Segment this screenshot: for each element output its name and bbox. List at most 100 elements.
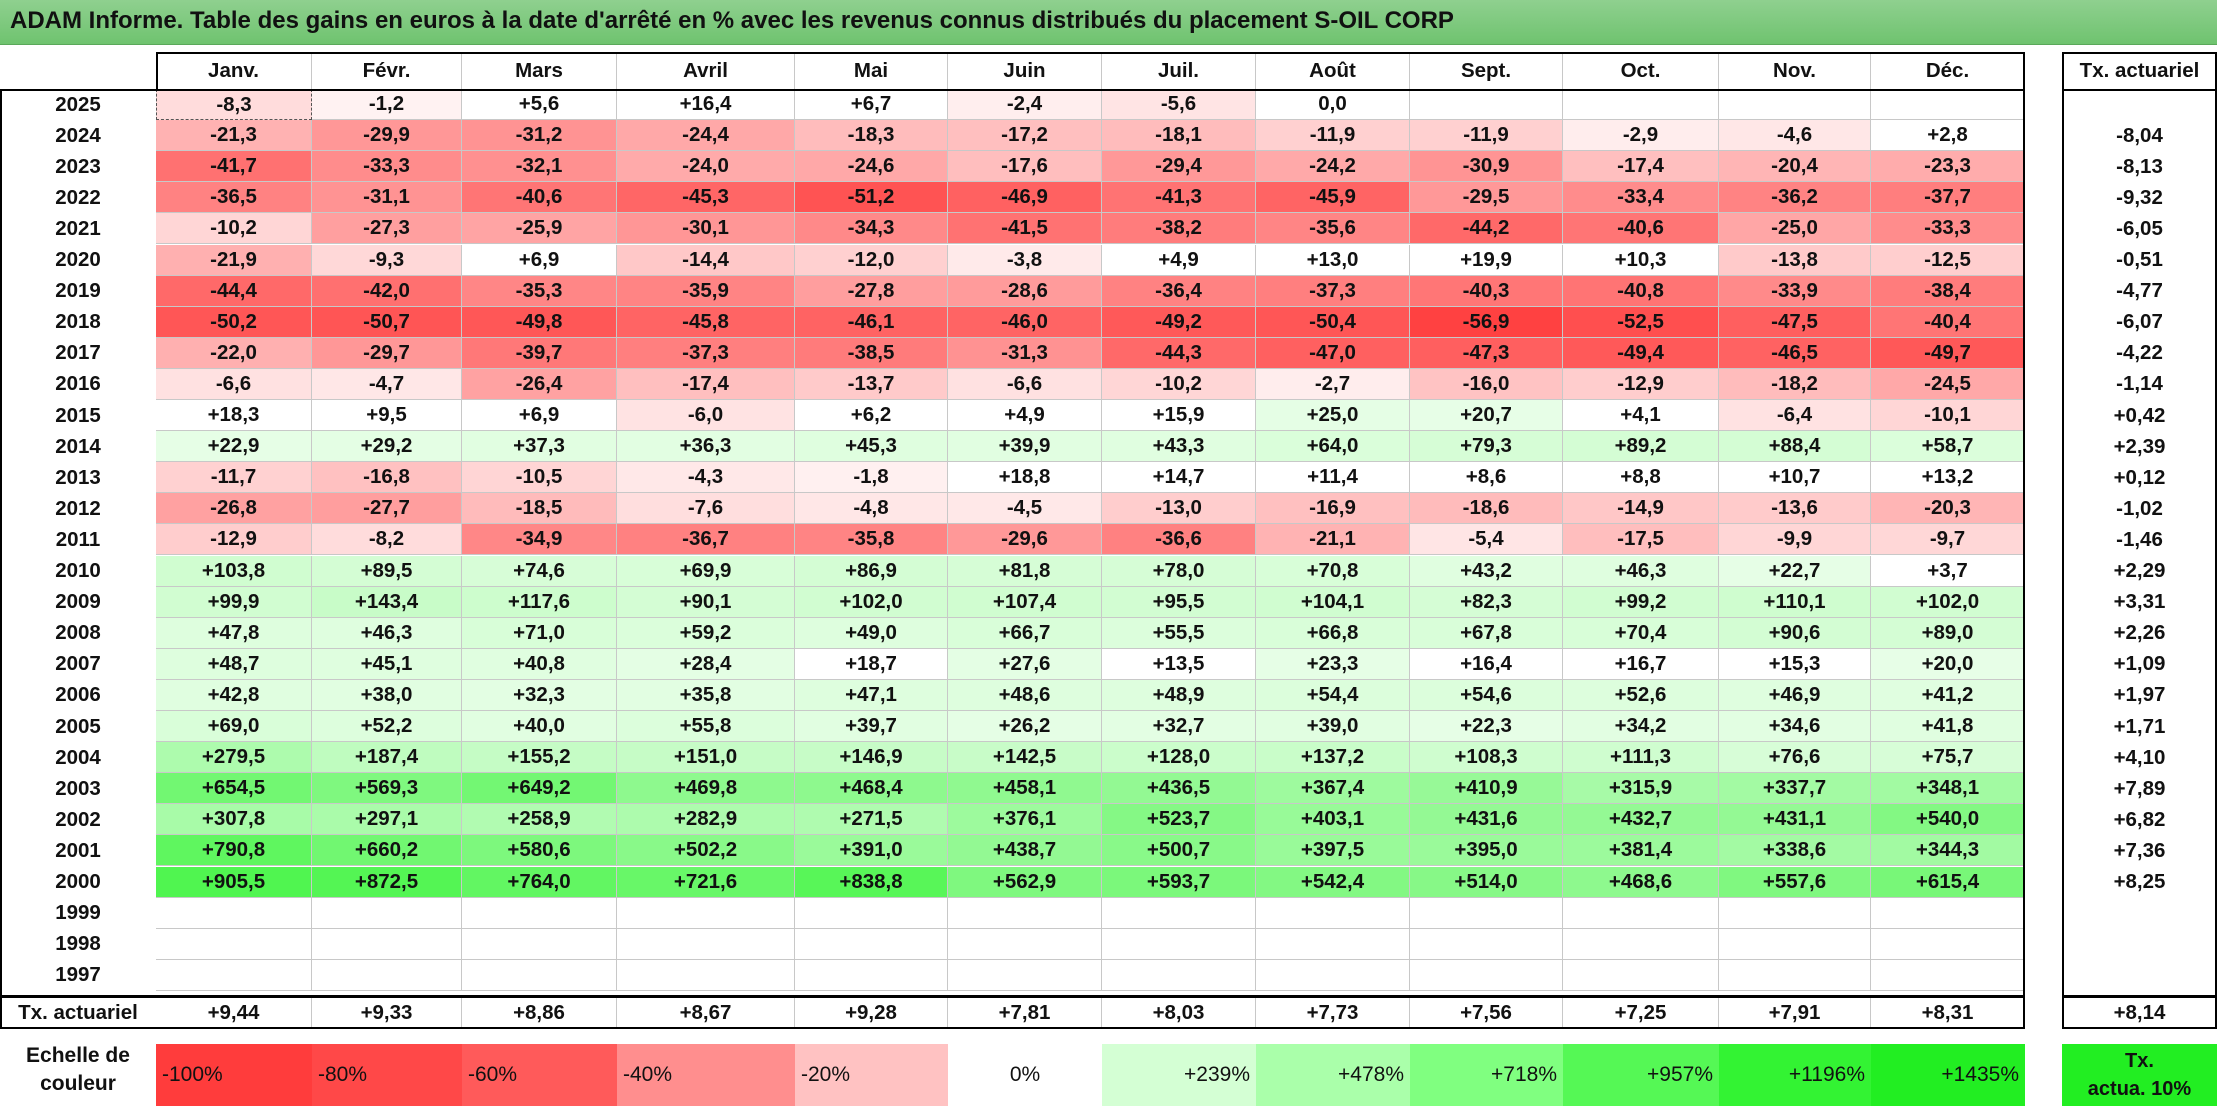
month-header: Févr. <box>312 52 462 89</box>
table-cell: -38,5 <box>795 337 948 369</box>
table-cell: +40,8 <box>462 648 617 680</box>
table-cell: +721,6 <box>617 866 795 898</box>
table-cell: -13,0 <box>1102 493 1256 525</box>
table-cell: -10,2 <box>156 213 312 245</box>
color-scale-step: +1435% <box>1871 1044 2025 1106</box>
color-scale-step: -20% <box>795 1044 948 1106</box>
table-cell <box>156 928 312 960</box>
month-header: Avril <box>617 52 795 89</box>
table-cell: +86,9 <box>795 555 948 587</box>
year-label: 2017 <box>55 341 101 365</box>
year-label: 2024 <box>55 123 101 147</box>
table-cell: -26,8 <box>156 493 312 525</box>
table-cell: +76,6 <box>1719 742 1871 774</box>
table-cell: +25,0 <box>1256 400 1410 432</box>
table-cell: -17,5 <box>1563 524 1719 556</box>
month-header: Mai <box>795 52 948 89</box>
table-cell: +26,2 <box>948 711 1102 743</box>
table-cell: -38,2 <box>1102 213 1256 245</box>
tx-actuariel-cell: +7,36 <box>2113 838 2166 862</box>
table-cell: -25,9 <box>462 213 617 245</box>
table-cell: +431,6 <box>1410 804 1563 836</box>
table-cell: +70,8 <box>1256 555 1410 587</box>
table-cell: +18,8 <box>948 462 1102 494</box>
year-label: 2012 <box>55 496 101 520</box>
table-cell: +146,9 <box>795 742 948 774</box>
table-cell: -45,8 <box>617 306 795 338</box>
table-cell: -33,3 <box>312 151 462 183</box>
table-cell: +95,5 <box>1102 586 1256 618</box>
table-cell: -5,6 <box>1102 89 1256 121</box>
year-label: 2007 <box>55 652 101 676</box>
table-cell: -27,8 <box>795 275 948 307</box>
table-cell: +307,8 <box>156 804 312 836</box>
table-cell <box>156 897 312 929</box>
header-box <box>156 52 2025 91</box>
year-label: 2008 <box>55 621 101 645</box>
table-cell: -56,9 <box>1410 306 1563 338</box>
month-header: Nov. <box>1719 52 1871 89</box>
table-cell <box>617 897 795 929</box>
table-cell: -3,8 <box>948 244 1102 276</box>
table-cell: -36,5 <box>156 182 312 214</box>
footer-cell: +7,56 <box>1410 996 1563 1029</box>
table-cell: +6,2 <box>795 400 948 432</box>
table-cell: -45,3 <box>617 182 795 214</box>
table-cell: +6,9 <box>462 244 617 276</box>
table-cell: -40,8 <box>1563 275 1719 307</box>
table-cell: -46,9 <box>948 182 1102 214</box>
table-cell: -50,7 <box>312 306 462 338</box>
year-label: 2010 <box>55 559 101 583</box>
table-cell: +46,3 <box>312 617 462 649</box>
table-cell: +66,7 <box>948 617 1102 649</box>
table-cell: -12,0 <box>795 244 948 276</box>
tx-actuariel-cell: +0,12 <box>2113 465 2166 489</box>
table-cell: +99,2 <box>1563 586 1719 618</box>
tx-actuariel-cell: +1,09 <box>2113 652 2166 676</box>
table-cell: +151,0 <box>617 742 795 774</box>
table-cell: +155,2 <box>462 742 617 774</box>
table-cell: +39,9 <box>948 431 1102 463</box>
table-cell <box>1563 897 1719 929</box>
table-cell: +34,6 <box>1719 711 1871 743</box>
year-label: 2000 <box>55 870 101 894</box>
table-cell: +46,3 <box>1563 555 1719 587</box>
table-cell: +469,8 <box>617 773 795 805</box>
table-cell: -40,6 <box>1563 213 1719 245</box>
table-cell: -21,9 <box>156 244 312 276</box>
tx-actuariel-cell: +2,26 <box>2113 621 2166 645</box>
table-cell: +99,9 <box>156 586 312 618</box>
table-cell: +137,2 <box>1256 742 1410 774</box>
table-cell <box>948 897 1102 929</box>
table-cell: +58,7 <box>1871 431 2025 463</box>
footer-cell: +8,86 <box>462 996 617 1029</box>
table-cell: +66,8 <box>1256 617 1410 649</box>
table-cell: -29,7 <box>312 337 462 369</box>
table-cell: -35,6 <box>1256 213 1410 245</box>
table-cell: -18,3 <box>795 120 948 152</box>
table-cell: -36,6 <box>1102 524 1256 556</box>
table-cell: -4,3 <box>617 462 795 494</box>
table-cell: -47,5 <box>1719 306 1871 338</box>
tx-actuariel-cell: +1,97 <box>2113 683 2166 707</box>
table-cell: -21,1 <box>1256 524 1410 556</box>
table-cell <box>1256 959 1410 991</box>
table-cell: +69,9 <box>617 555 795 587</box>
month-header: Janv. <box>156 52 312 89</box>
table-cell: -4,7 <box>312 368 462 400</box>
table-cell: +70,4 <box>1563 617 1719 649</box>
table-cell: +42,8 <box>156 679 312 711</box>
tx-actuariel-cell: -6,05 <box>2116 216 2163 240</box>
table-cell: -42,0 <box>312 275 462 307</box>
table-cell: +59,2 <box>617 617 795 649</box>
table-cell: -4,8 <box>795 493 948 525</box>
year-label: 2018 <box>55 310 101 334</box>
table-cell <box>156 959 312 991</box>
table-cell: +39,7 <box>795 711 948 743</box>
table-cell: +81,8 <box>948 555 1102 587</box>
table-cell: +37,3 <box>462 431 617 463</box>
table-cell: +54,4 <box>1256 679 1410 711</box>
table-cell: +48,7 <box>156 648 312 680</box>
tx-actuariel-cell: -8,13 <box>2116 154 2163 178</box>
table-cell: +338,6 <box>1719 835 1871 867</box>
